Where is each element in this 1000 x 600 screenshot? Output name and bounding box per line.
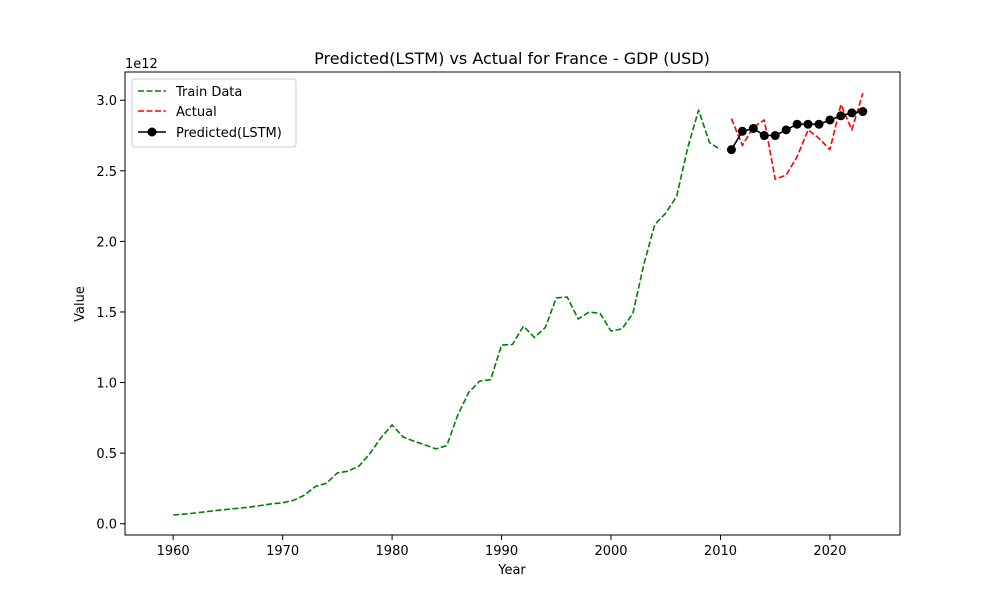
data-point-predicted-lstm: [792, 119, 802, 129]
y-tick-label: 2.5: [96, 165, 117, 180]
legend-label-actual: Actual: [176, 105, 217, 120]
legend-box: [131, 78, 297, 148]
x-tick-label: 2000: [594, 544, 627, 559]
data-point-predicted-lstm: [770, 131, 780, 141]
series-line-train-data: [173, 109, 721, 516]
data-point-predicted-lstm: [748, 123, 758, 133]
x-tick-label: 1990: [485, 544, 518, 559]
data-point-predicted-lstm: [759, 131, 769, 141]
data-point-predicted-lstm: [858, 107, 868, 117]
data-point-predicted-lstm: [836, 111, 846, 121]
x-tick-label: 1960: [157, 544, 190, 559]
plot-frame: [124, 71, 901, 536]
legend-label-predicted: Predicted(LSTM): [176, 126, 282, 141]
legend-label-train-data: Train Data: [175, 85, 242, 100]
y-axis-label: Value: [73, 286, 88, 322]
data-point-predicted-lstm: [737, 126, 747, 136]
series-layer: [173, 92, 868, 516]
x-axis-label: Year: [497, 563, 526, 578]
y-tick-label: 2.0: [96, 235, 117, 250]
x-axis: 1960 1970 1980 1990 2000 2010 2020: [157, 535, 846, 559]
data-point-predicted-lstm: [814, 119, 824, 129]
y-tick-label: 1.0: [96, 377, 117, 392]
legend-marker-predicted: [147, 127, 157, 137]
chart-title: Predicted(LSTM) vs Actual for France - G…: [314, 49, 710, 68]
data-point-predicted-lstm: [803, 119, 813, 129]
y-tick-label: 0.0: [96, 518, 117, 533]
data-point-predicted-lstm: [825, 115, 835, 125]
y-axis: 0.0 0.5 1.0 1.5 2.0 2.5 3.0: [96, 94, 125, 533]
data-point-predicted-lstm: [847, 108, 857, 118]
legend: Train Data Actual Predicted(LSTM): [131, 78, 297, 148]
series-line-actual: [730, 92, 864, 181]
y-offset-label: 1e12: [125, 57, 158, 72]
data-point-predicted-lstm: [781, 125, 791, 135]
x-tick-label: 2010: [704, 544, 737, 559]
x-tick-label: 2020: [813, 544, 846, 559]
x-tick-label: 1980: [376, 544, 409, 559]
y-tick-label: 1.5: [96, 306, 117, 321]
data-point-predicted-lstm: [726, 145, 736, 155]
y-tick-label: 3.0: [96, 94, 117, 109]
x-tick-label: 1970: [266, 544, 299, 559]
y-tick-label: 0.5: [96, 447, 117, 462]
